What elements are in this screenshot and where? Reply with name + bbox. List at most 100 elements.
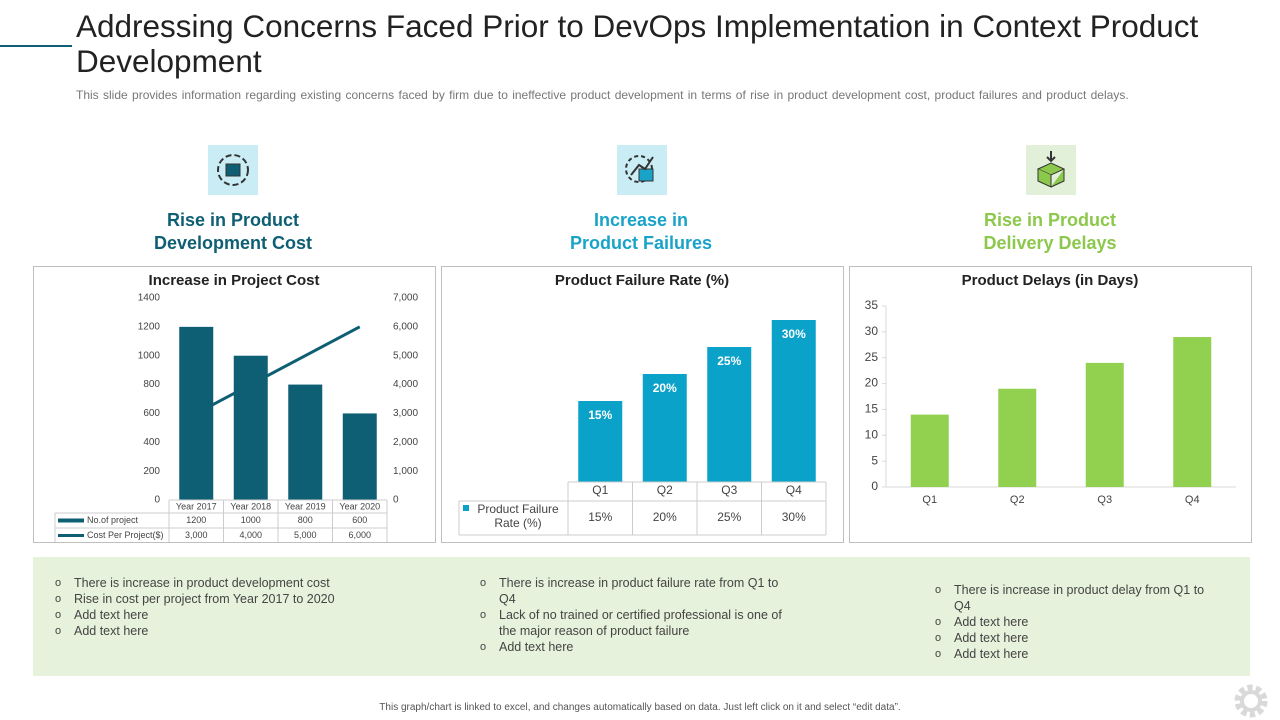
note-item: Lack of no trained or certified professi…: [480, 607, 790, 639]
y2-tick-label: 5,000: [393, 350, 418, 361]
table-value: 600: [352, 515, 367, 525]
bar: [342, 413, 377, 500]
y2-tick-label: 4,000: [393, 379, 418, 390]
icon: [208, 145, 258, 195]
section-heading: Rise in Product Delivery Delays: [983, 210, 1117, 253]
legend-box: Product Failure Rate (%): [477, 502, 559, 530]
y-tick-label: 0: [154, 495, 160, 506]
chart: Increase in Project Cost 0 200 400 600 800 100…: [54, 272, 418, 542]
chart-title: Increase in Project Cost: [149, 272, 320, 289]
bar: [642, 374, 687, 482]
x-tick-label: Year 2017: [176, 501, 217, 511]
x-tick-label: Year 2018: [230, 501, 271, 511]
note-item: Add text here: [55, 607, 375, 623]
y-tick-label: 0: [871, 479, 878, 493]
bar: [179, 326, 214, 500]
settings-icon: [1234, 684, 1268, 718]
note-list: There is increase in product delay from …: [935, 582, 1215, 662]
y-tick-label: 600: [143, 408, 160, 419]
x-tick-label: Q4: [786, 483, 802, 497]
bar: [578, 401, 623, 482]
data-label: 15%: [588, 408, 612, 422]
icon: [1026, 145, 1076, 195]
legend-swatch: [463, 505, 469, 511]
chart-title: Product Delays (in Days): [962, 272, 1139, 289]
note-item: Add text here: [55, 623, 375, 639]
y2-tick-label: 0: [393, 495, 399, 506]
bar: [1085, 362, 1124, 487]
table-value: 25%: [717, 510, 741, 524]
y-tick-label: 5: [871, 453, 878, 467]
y-tick-label: 25: [865, 350, 879, 364]
x-tick-label: Q2: [657, 483, 673, 497]
table-value: 20%: [653, 510, 677, 524]
y-tick-label: 35: [865, 298, 879, 312]
x-tick-label: Q3: [721, 483, 737, 497]
y-tick-label: 1200: [138, 321, 161, 332]
chart-title: Product Failure Rate (%): [555, 272, 729, 289]
icon: [617, 145, 667, 195]
table-value: 1000: [241, 515, 261, 525]
note-item: Add text here: [935, 614, 1215, 630]
y2-tick-label: 2,000: [393, 437, 418, 448]
data-label: 25%: [717, 354, 741, 368]
x-tick-label: Q1: [922, 494, 937, 506]
subtitle: This slide provides information regardin…: [76, 88, 1129, 102]
y2-tick-label: 3,000: [393, 408, 418, 419]
notes-panel: There is increase in product development…: [33, 557, 1250, 676]
x-tick-label: Year 2019: [285, 501, 326, 511]
note-list: There is increase in product failure rat…: [480, 575, 790, 655]
x-tick-label: Q3: [1097, 494, 1112, 506]
table-value: 3,000: [185, 530, 208, 540]
y-tick-label: 200: [143, 466, 160, 477]
bar: [910, 414, 949, 487]
accent-line: [0, 45, 72, 47]
bar: [998, 388, 1037, 487]
y-tick-label: 400: [143, 437, 160, 448]
bar: [771, 320, 816, 482]
table-value: 1200: [186, 515, 206, 525]
y-tick-label: 800: [143, 379, 160, 390]
table-value: 30%: [782, 510, 806, 524]
chart: Product Delays (in Days) 0 5 10 15 20 25 30 35 Q1…: [865, 272, 1236, 506]
note-item: There is increase in product development…: [55, 575, 375, 591]
data-label: 30%: [782, 327, 806, 341]
bar: [1173, 337, 1212, 487]
chart: Product Failure Rate (%) 15% 20% 25% 30% Q1 Q2…: [458, 272, 827, 536]
table-value: 4,000: [239, 530, 262, 540]
legend-swatch: [58, 518, 84, 523]
y2-tick-label: 6,000: [393, 321, 418, 332]
y-tick-label: 1400: [138, 293, 161, 304]
bar: [707, 347, 752, 482]
legend-label: Product Failure Rate (%): [477, 502, 559, 530]
note-item: There is increase in product failure rat…: [480, 575, 790, 607]
section-heading: Increase in Product Failures: [569, 210, 713, 253]
y2-tick-label: 7,000: [393, 293, 418, 304]
chart-panel: Product Delays (in Days) 0 5 10 15 20 25 30 35 Q1…: [849, 266, 1252, 543]
bar: [288, 384, 323, 500]
y-tick-label: 20: [865, 376, 879, 390]
legend-label: Cost Per Project($): [87, 530, 164, 540]
x-tick-label: Q4: [1185, 494, 1200, 506]
table-value: 800: [298, 515, 313, 525]
note-item: Rise in cost per project from Year 2017 …: [55, 591, 375, 607]
line-series: [195, 325, 361, 415]
note-list: There is increase in product development…: [55, 575, 375, 639]
y-tick-label: 30: [865, 324, 879, 338]
y-tick-label: 15: [865, 402, 879, 416]
y-tick-label: 10: [865, 427, 879, 441]
data-label: 20%: [653, 381, 677, 395]
table-value: 15%: [588, 510, 612, 524]
y-tick-label: 1000: [138, 350, 161, 361]
section-heading: Rise in Product Development Cost: [153, 210, 313, 253]
chart-panel: Increase in Project Cost 0 200 400 600 800 100…: [33, 266, 436, 543]
table-value: 5,000: [294, 530, 317, 540]
x-tick-label: Q1: [592, 483, 608, 497]
note-item: There is increase in product delay from …: [935, 582, 1215, 614]
table-value: 6,000: [348, 530, 371, 540]
note-item: Add text here: [935, 646, 1215, 662]
x-tick-label: Year 2020: [339, 501, 380, 511]
footer-note: This graph/chart is linked to excel, and…: [379, 702, 901, 713]
note-item: Add text here: [935, 630, 1215, 646]
